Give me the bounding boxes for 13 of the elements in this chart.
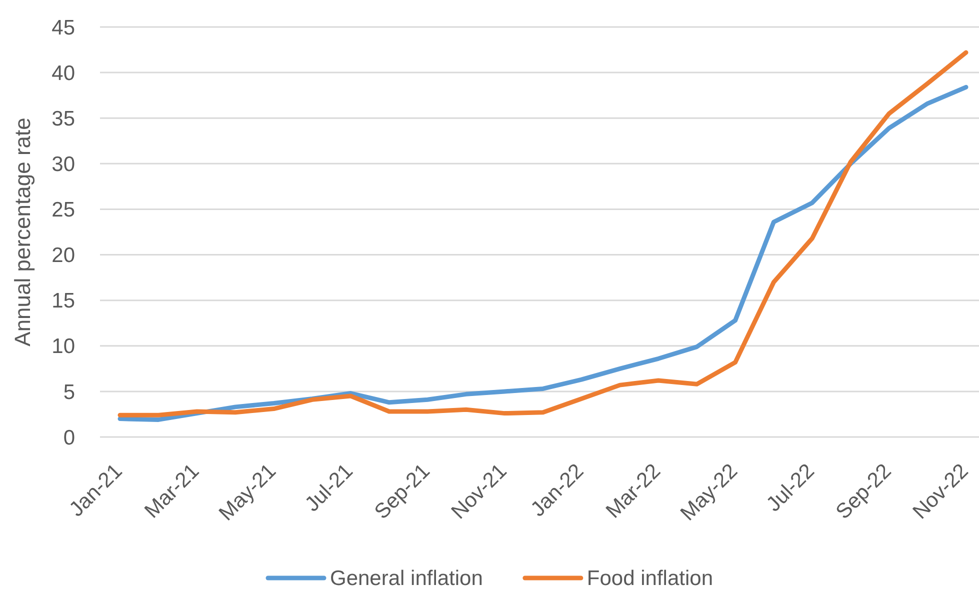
y-tick-label: 20 [52,244,75,268]
y-tick-label: 30 [52,153,75,176]
y-tick-label: 10 [52,335,75,358]
y-tick-label: 25 [52,198,75,222]
y-tick-label: 0 [63,426,75,450]
y-tick-label: 5 [63,380,75,404]
y-axis-title: Annual percentage rate [10,118,35,346]
y-tick-label: 40 [52,62,75,85]
y-tick-label: 35 [52,107,75,130]
y-tick-label: 45 [52,16,75,40]
legend-label: Food inflation [586,567,714,589]
y-tick-label: 15 [52,290,75,313]
legend-label: General inflation [330,567,483,589]
